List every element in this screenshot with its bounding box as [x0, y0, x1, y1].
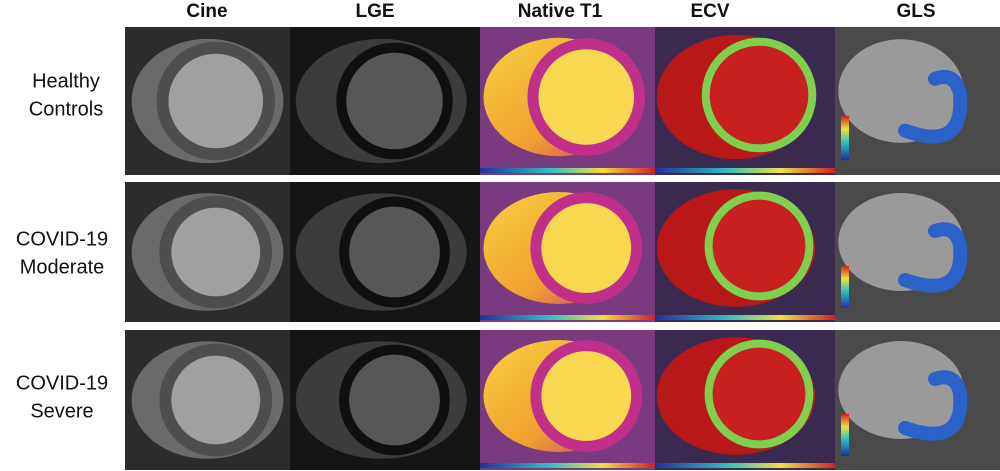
colorbar: [480, 315, 655, 320]
strain-overlay: [898, 370, 968, 441]
myocardium: [701, 37, 817, 153]
column-header: GLS: [896, 1, 935, 22]
row-label: Moderate: [20, 256, 105, 278]
colorbar: [655, 168, 835, 173]
strain-overlay: [898, 69, 968, 144]
myocardium: [336, 42, 453, 160]
row-label: COVID-19: [16, 228, 108, 250]
myocardium: [159, 195, 273, 309]
tissue: [838, 341, 964, 439]
myocardium: [527, 38, 646, 156]
tissue: [838, 193, 964, 291]
row-label: Controls: [29, 98, 103, 120]
column-header: ECV: [690, 1, 729, 22]
myocardium: [704, 191, 814, 301]
myocardium: [704, 339, 814, 449]
column-header: Native T1: [518, 1, 603, 22]
myocardium: [339, 344, 450, 456]
tissue: [838, 39, 964, 143]
row-label: COVID-19: [16, 372, 108, 394]
myocardium: [339, 196, 450, 308]
colorbar: [480, 463, 655, 468]
colorbar: [655, 315, 835, 320]
row-label: Healthy: [32, 70, 100, 92]
colorbar: [480, 168, 655, 173]
column-headers: Cine LGE Native T1 ECV GLS: [186, 1, 935, 22]
column-header: LGE: [355, 1, 394, 22]
row-labels: Healthy Controls COVID-19 Moderate COVID…: [16, 70, 108, 422]
myocardium: [156, 41, 276, 161]
colorbar: [841, 115, 849, 161]
image-grid: [125, 27, 1000, 470]
row-label: Severe: [30, 400, 93, 422]
column-header: Cine: [186, 1, 227, 22]
strain-overlay: [898, 222, 968, 293]
myocardium: [530, 192, 643, 304]
myocardium: [530, 340, 643, 452]
colorbar: [655, 463, 835, 468]
colorbar: [841, 414, 849, 456]
colorbar: [841, 266, 849, 308]
myocardium: [159, 343, 273, 457]
